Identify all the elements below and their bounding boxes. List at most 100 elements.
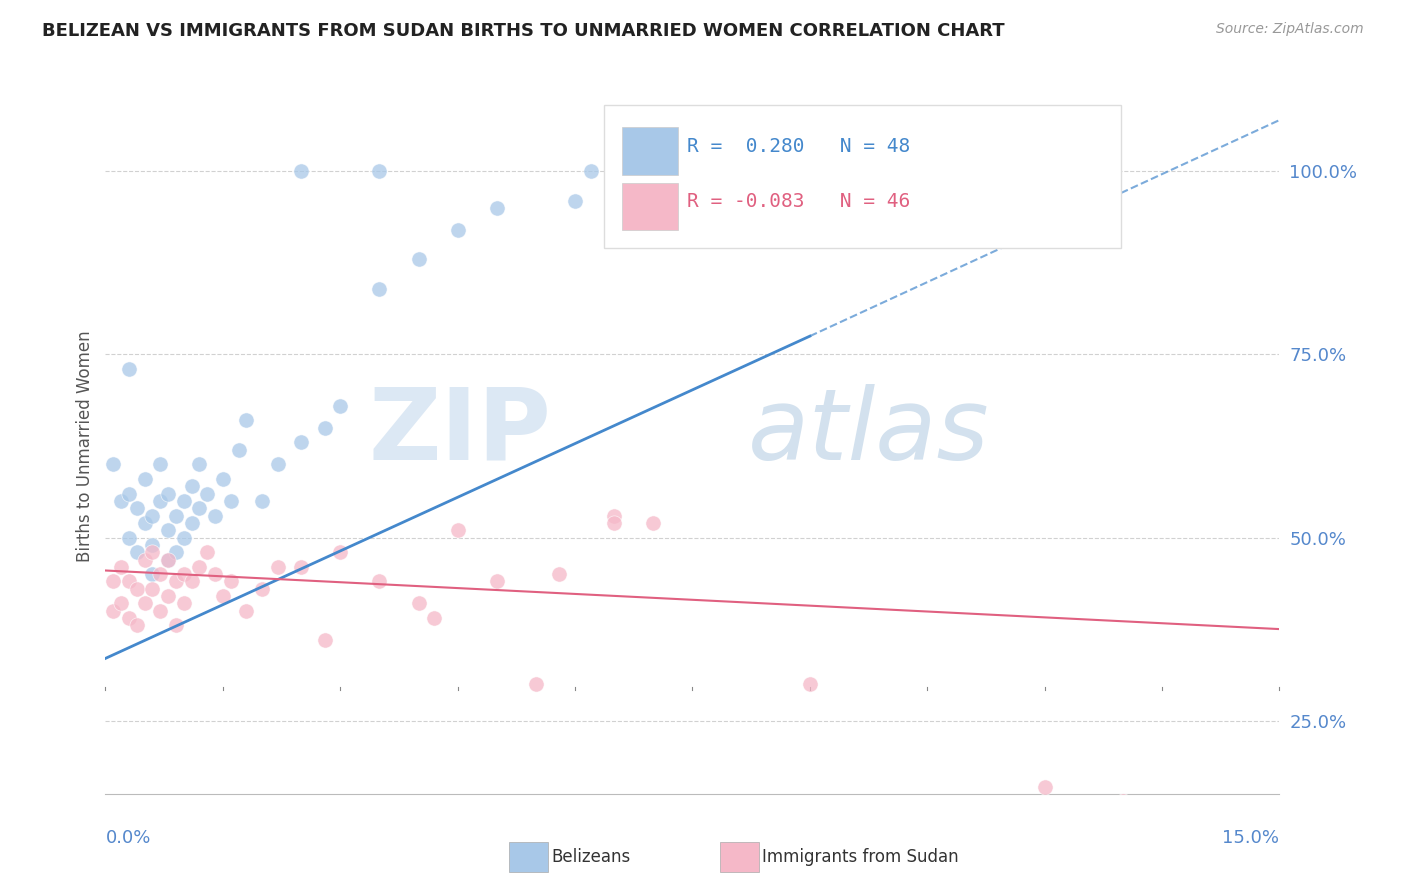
Text: Belizeans: Belizeans (551, 848, 630, 866)
Point (134, 597, 156, 611)
Point (799, 677, 821, 691)
Point (125, 545, 148, 559)
Point (141, 582, 163, 596)
Point (408, 252, 430, 267)
Point (180, 479, 202, 493)
Point (329, 399, 352, 413)
Point (173, 531, 195, 545)
Point (290, 559, 312, 574)
Point (204, 567, 226, 582)
Point (149, 458, 172, 472)
Text: Source: ZipAtlas.com: Source: ZipAtlas.com (1216, 22, 1364, 37)
Point (125, 582, 148, 596)
Point (165, 508, 187, 523)
Point (118, 574, 141, 589)
Point (157, 552, 180, 566)
Point (643, 171, 665, 186)
Point (149, 494, 172, 508)
Point (118, 531, 141, 545)
Point (103, 458, 125, 472)
Point (118, 486, 141, 500)
Point (134, 552, 156, 566)
Point (1033, 780, 1056, 794)
Point (266, 559, 288, 574)
Point (204, 508, 226, 523)
Point (877, 801, 900, 815)
Point (720, 164, 742, 178)
Point (266, 458, 288, 472)
Point (125, 618, 148, 632)
Point (118, 362, 141, 376)
Point (211, 472, 233, 486)
Point (149, 604, 172, 618)
Point (548, 567, 571, 582)
Point (157, 523, 180, 537)
Point (485, 201, 508, 215)
Point (157, 486, 180, 500)
Point (195, 486, 218, 500)
Point (165, 545, 187, 559)
Point (188, 559, 211, 574)
Point (149, 567, 172, 582)
Point (134, 472, 156, 486)
Point (314, 633, 336, 648)
Point (211, 589, 233, 603)
Point (228, 442, 250, 457)
Point (118, 611, 141, 625)
Point (157, 589, 180, 603)
Point (329, 545, 352, 559)
Point (799, 186, 821, 201)
Point (290, 435, 312, 450)
Point (368, 281, 391, 295)
Point (603, 508, 626, 523)
Point (110, 597, 132, 611)
Point (368, 164, 391, 178)
Point (173, 494, 195, 508)
Point (627, 164, 650, 178)
Point (188, 458, 211, 472)
Point (173, 567, 195, 582)
Point (250, 582, 273, 596)
Text: R =  0.280   N = 48: R = 0.280 N = 48 (686, 137, 910, 156)
FancyBboxPatch shape (621, 183, 678, 230)
Text: R = -0.083   N = 46: R = -0.083 N = 46 (686, 192, 910, 211)
Point (235, 604, 257, 618)
Point (314, 420, 336, 434)
Point (219, 494, 242, 508)
Point (103, 604, 125, 618)
Point (141, 545, 163, 559)
Point (110, 559, 132, 574)
Point (368, 574, 391, 589)
Point (219, 574, 242, 589)
Point (180, 516, 202, 530)
Point (141, 508, 163, 523)
Text: BELIZEAN VS IMMIGRANTS FROM SUDAN BIRTHS TO UNMARRIED WOMEN CORRELATION CHART: BELIZEAN VS IMMIGRANTS FROM SUDAN BIRTHS… (42, 22, 1005, 40)
Text: 15.0%: 15.0% (1222, 829, 1279, 847)
Point (180, 574, 202, 589)
Point (110, 494, 132, 508)
Point (195, 545, 218, 559)
Point (188, 501, 211, 516)
Point (603, 516, 626, 530)
FancyBboxPatch shape (621, 128, 678, 175)
Point (446, 223, 468, 237)
Point (141, 567, 163, 582)
Point (134, 516, 156, 530)
Point (173, 597, 195, 611)
Point (125, 501, 148, 516)
Point (157, 552, 180, 566)
Y-axis label: Births to Unmarried Women: Births to Unmarried Women (76, 330, 94, 562)
Point (579, 164, 602, 178)
Text: ZIP: ZIP (368, 384, 551, 481)
Point (564, 194, 586, 208)
Point (408, 597, 430, 611)
Point (290, 164, 312, 178)
Text: Immigrants from Sudan: Immigrants from Sudan (762, 848, 959, 866)
Point (423, 611, 446, 625)
Point (1112, 794, 1135, 808)
Point (141, 538, 163, 552)
Point (446, 523, 468, 537)
FancyBboxPatch shape (605, 105, 1121, 248)
Point (485, 574, 508, 589)
Point (165, 574, 187, 589)
